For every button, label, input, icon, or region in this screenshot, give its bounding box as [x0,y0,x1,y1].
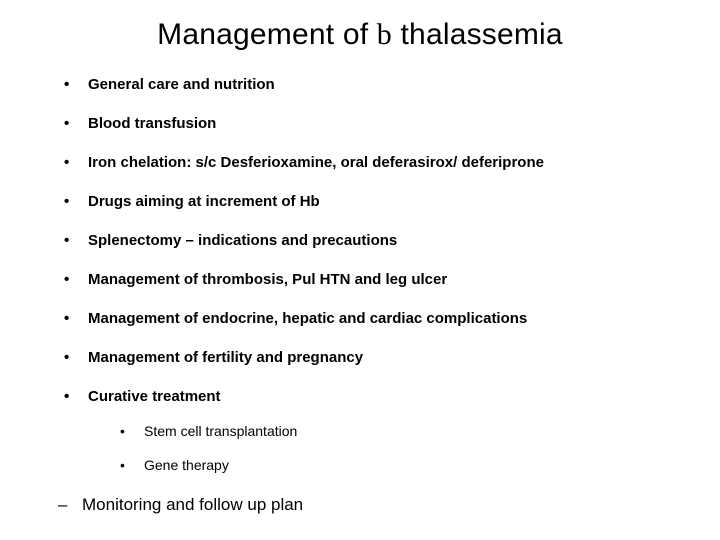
sub-bullet-item: Stem cell transplantation [120,423,680,439]
bullet-item: Drugs aiming at increment of Hb [64,193,680,210]
bullet-item: General care and nutrition [64,76,680,93]
title-suffix: thalassemia [392,18,563,51]
bullet-text: General care and nutrition [88,76,275,93]
bullet-text: Iron chelation: s/c Desferioxamine, oral… [88,154,544,171]
bullet-text: Drugs aiming at increment of Hb [88,193,320,210]
title-prefix: Management of [157,18,377,51]
sub-bullet-list: Stem cell transplantation Gene therapy [88,423,680,473]
bullet-item: Iron chelation: s/c Desferioxamine, oral… [64,154,680,171]
bullet-item: Management of thrombosis, Pul HTN and le… [64,271,680,288]
bullet-item: Curative treatment Stem cell transplanta… [64,388,680,473]
bullet-text: Splenectomy – indications and precaution… [88,232,397,249]
sub-bullet-text: Gene therapy [144,457,229,473]
bullet-item: Management of fertility and pregnancy [64,349,680,366]
bullet-text: Management of endocrine, hepatic and car… [88,310,527,327]
main-bullet-list: General care and nutrition Blood transfu… [40,76,680,473]
beta-symbol: b [377,18,392,51]
bullet-item: Splenectomy – indications and precaution… [64,232,680,249]
bullet-item: Management of endocrine, hepatic and car… [64,310,680,327]
bullet-text: Management of thrombosis, Pul HTN and le… [88,271,447,288]
slide-container: Management of b thalassemia General care… [0,0,720,540]
sub-bullet-item: Gene therapy [120,457,680,473]
bullet-text: Curative treatment [88,388,221,405]
bullet-item: Blood transfusion [64,115,680,132]
sub-bullet-text: Stem cell transplantation [144,423,297,439]
dash-item: Monitoring and follow up plan [40,495,680,515]
bullet-text: Blood transfusion [88,115,216,132]
slide-title: Management of b thalassemia [40,18,680,52]
dash-text: Monitoring and follow up plan [82,495,303,514]
bullet-text: Management of fertility and pregnancy [88,349,363,366]
